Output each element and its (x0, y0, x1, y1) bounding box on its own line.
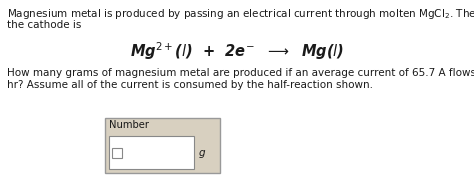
Text: hr? Assume all of the current is consumed by the half-reaction shown.: hr? Assume all of the current is consume… (7, 80, 373, 90)
Text: Magnesium metal is produced by passing an electrical current through molten MgCl: Magnesium metal is produced by passing a… (7, 7, 474, 21)
Text: How many grams of magnesium metal are produced if an average current of 65.7 A f: How many grams of magnesium metal are pr… (7, 68, 474, 78)
Text: Mg$^{2+}$($l$)  +  2e$^{-}$  $\longrightarrow$  Mg($l$): Mg$^{2+}$($l$) + 2e$^{-}$ $\longrightarr… (130, 40, 344, 62)
Text: Number: Number (109, 120, 149, 130)
Bar (105, 118, 220, 173)
Bar (112, 147, 122, 158)
Text: g: g (199, 147, 206, 158)
Text: the cathode is: the cathode is (7, 20, 82, 30)
Bar (109, 136, 194, 169)
